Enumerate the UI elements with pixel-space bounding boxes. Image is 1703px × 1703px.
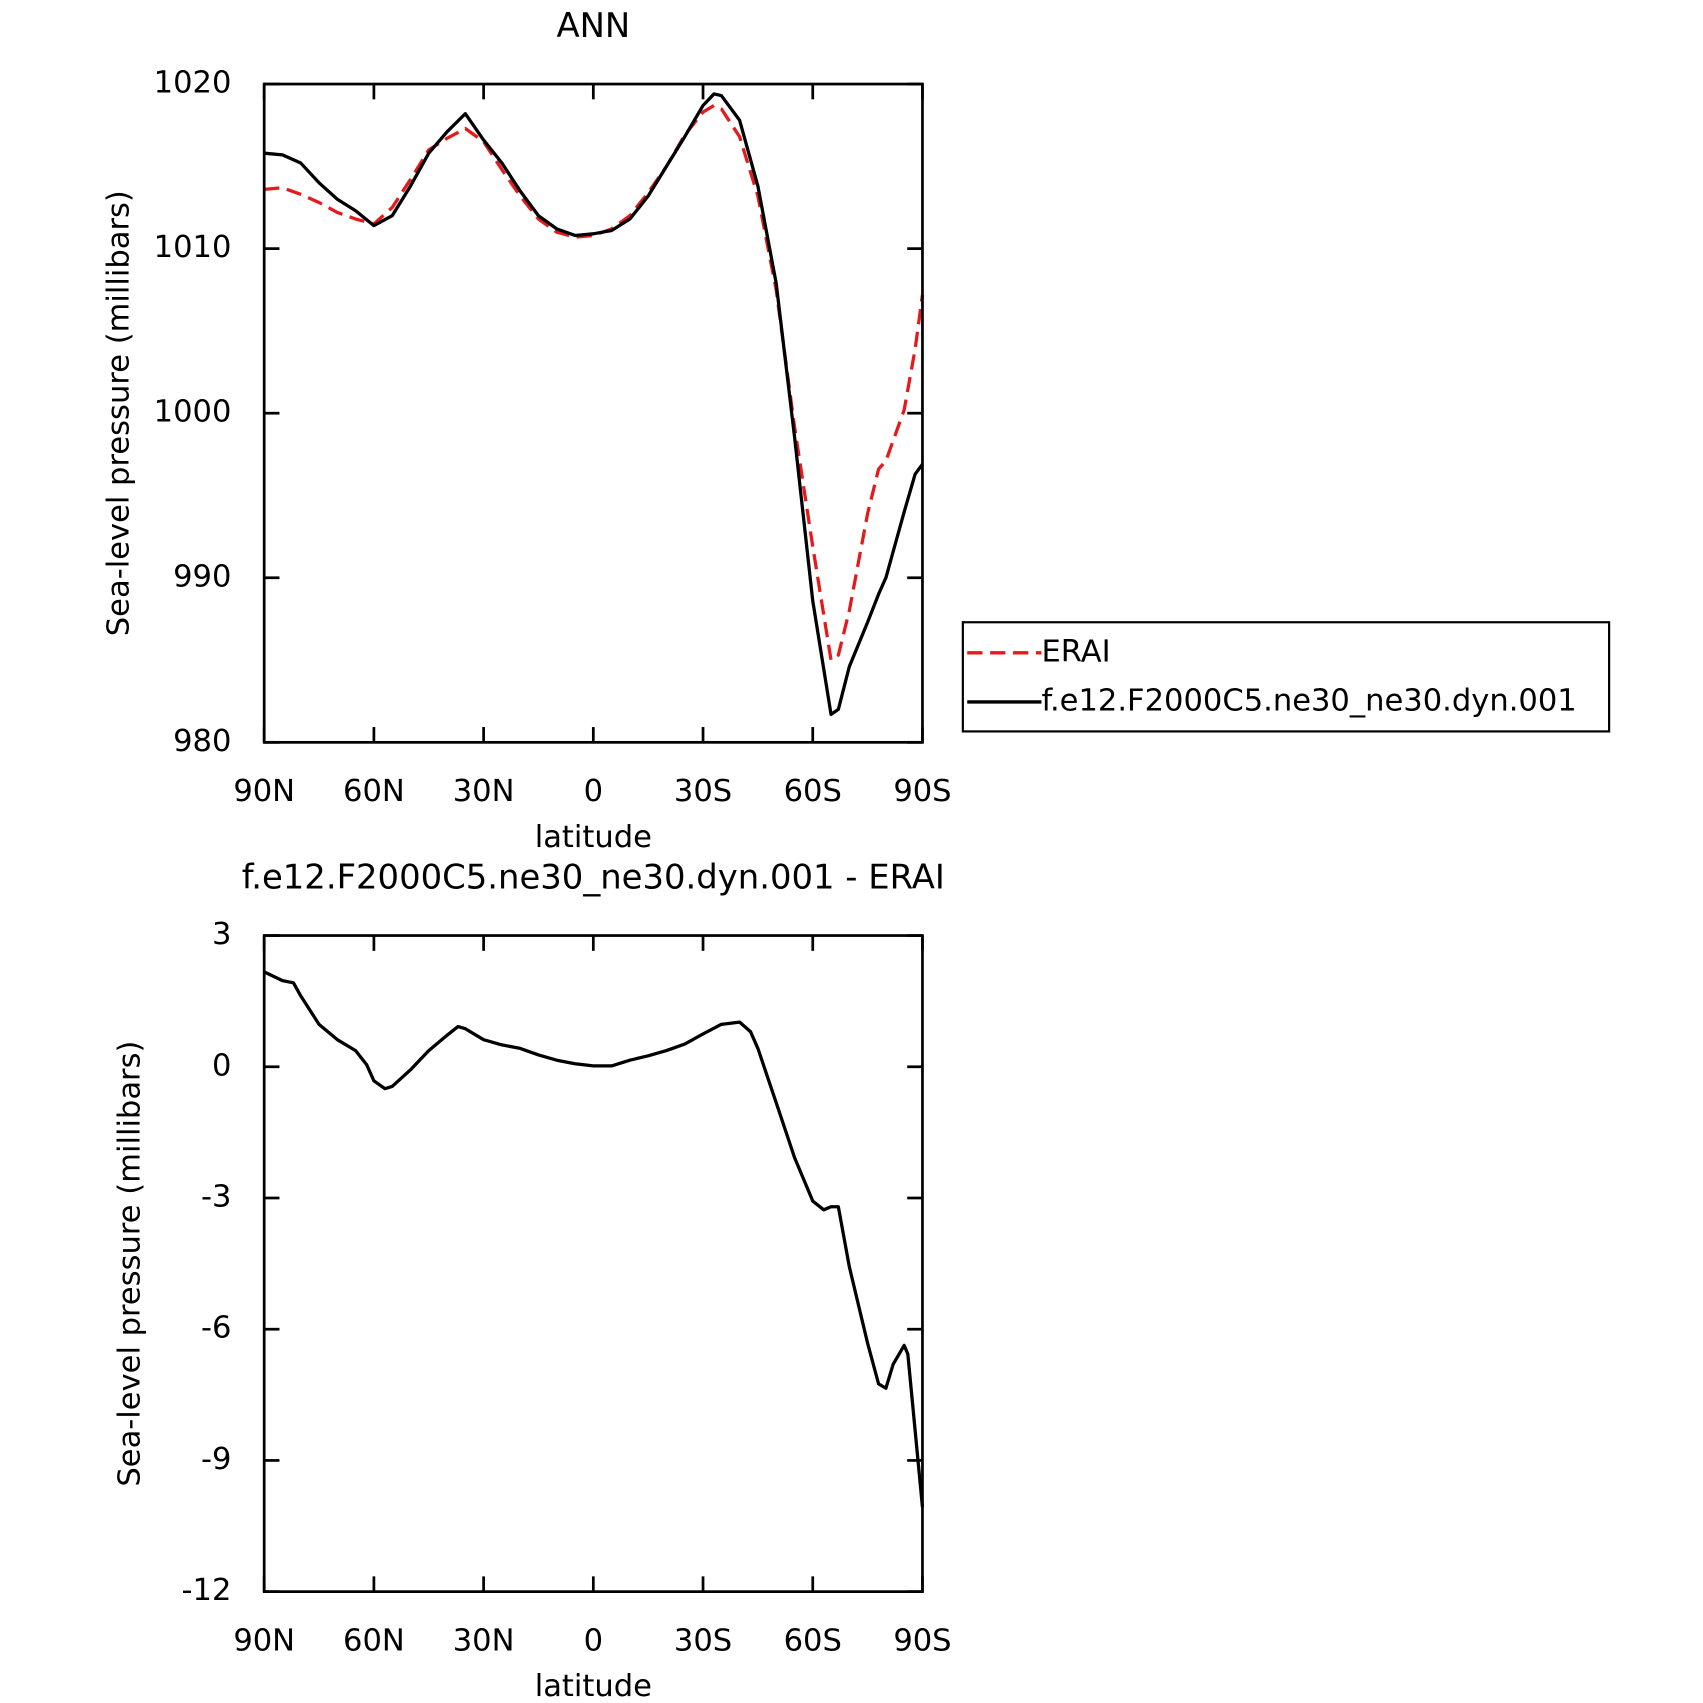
legend-label: ERAI — [1041, 634, 1110, 669]
chart-title: f.e12.F2000C5.ne30_ne30.dyn.001 - ERAI — [242, 857, 945, 896]
y-tick-label: -3 — [201, 1179, 231, 1214]
data-line — [264, 103, 925, 662]
data-line — [263, 970, 925, 1508]
y-tick-label: 1010 — [154, 230, 232, 265]
x-tick-label: 90N — [233, 774, 295, 809]
x-tick-label: 90S — [893, 774, 951, 809]
y-tick-label: -9 — [201, 1442, 231, 1477]
chart-title: ANN — [556, 6, 630, 45]
y-tick-label: -12 — [182, 1573, 232, 1608]
x-tick-label: 90S — [893, 1623, 951, 1658]
y-tick-label: -6 — [201, 1311, 231, 1346]
x-axis-label: latitude — [535, 820, 652, 855]
y-tick-label: 1000 — [154, 395, 232, 430]
x-tick-label: 30S — [674, 774, 732, 809]
x-tick-label: 30N — [453, 1623, 515, 1658]
x-tick-label: 60S — [784, 774, 842, 809]
legend-box — [961, 621, 1611, 733]
x-tick-label: 60S — [784, 1623, 842, 1658]
x-axis-label: latitude — [535, 1669, 652, 1703]
legend-label: f.e12.F2000C5.ne30_ne30.dyn.001 — [1041, 683, 1576, 718]
x-tick-label: 0 — [584, 774, 603, 809]
y-axis-label: Sea-level pressure (millibars) — [102, 190, 137, 636]
y-tick-label: 980 — [173, 724, 231, 759]
y-tick-label: 1020 — [154, 66, 232, 101]
y-tick-label: 3 — [212, 917, 231, 952]
data-line — [264, 92, 924, 716]
x-tick-label: 30S — [674, 1623, 732, 1658]
x-tick-label: 30N — [453, 774, 515, 809]
x-tick-label: 0 — [584, 1623, 603, 1658]
y-tick-label: 0 — [212, 1048, 231, 1083]
x-tick-label: 60N — [343, 1623, 405, 1658]
x-tick-label: 60N — [343, 774, 405, 809]
plot-frame — [262, 82, 924, 744]
y-axis-label: Sea-level pressure (millibars) — [113, 1041, 148, 1487]
y-tick-label: 990 — [173, 559, 231, 594]
x-tick-label: 90N — [233, 1623, 295, 1658]
plot-frame — [262, 934, 924, 1594]
